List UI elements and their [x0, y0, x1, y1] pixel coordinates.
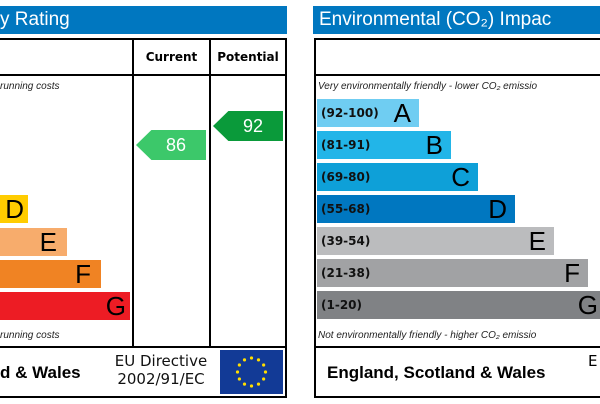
band-letter: D [5, 194, 24, 224]
eu-directive-line2: 2002/91/EC [117, 370, 205, 388]
band-letter: E [39, 227, 57, 257]
footer-divider [0, 346, 287, 348]
energy-band-d: D [0, 195, 28, 223]
environmental-frame [314, 38, 600, 398]
energy-rating-frame [0, 38, 287, 398]
footer-partial-text: E [588, 352, 598, 370]
eu-star-icon [262, 363, 266, 367]
environment-band-d: (55-68) D [317, 195, 515, 223]
band-letter: B [425, 130, 443, 160]
band-range: (39-54) [321, 234, 371, 248]
band-letter: G [105, 291, 126, 321]
eu-star-icon [256, 358, 261, 362]
environment-band-c: (69-80) C [317, 163, 478, 191]
band-range: (69-80) [321, 170, 371, 184]
band-range: (92-100) [321, 106, 379, 120]
band-letter: F [564, 258, 580, 288]
eu-star-icon [256, 382, 261, 386]
eu-star-icon [242, 358, 247, 362]
environment-band-a: (92-100) A [317, 99, 419, 127]
eu-star-icon [242, 382, 247, 386]
energy-band-e: E [0, 228, 67, 256]
header-divider [0, 74, 287, 76]
potential-rating-value: 92 [242, 115, 264, 136]
band-letter: G [577, 290, 598, 320]
eu-star-icon [262, 377, 266, 381]
energy-band-f: F [0, 260, 101, 288]
footer-region: d & Wales [0, 363, 81, 382]
band-letter: E [528, 226, 546, 256]
energy-band-g: G [0, 292, 130, 320]
band-letter: F [75, 259, 91, 289]
energy-top-note: running costs [0, 81, 60, 92]
eu-directive-line1: EU Directive [114, 352, 208, 370]
band-range: (81-91) [321, 138, 371, 152]
current-rating-arrow: 86 [136, 130, 206, 160]
environment-band-g: (1-20) G [317, 291, 600, 319]
band-range: (55-68) [321, 202, 371, 216]
potential-rating-arrow: 92 [213, 111, 283, 141]
band-letter: C [451, 162, 470, 192]
eu-flag-icon [220, 350, 283, 394]
energy-rating-title: y Rating [0, 6, 287, 34]
band-letter: D [488, 194, 507, 224]
environment-band-e: (39-54) E [317, 227, 554, 255]
current-rating-value: 86 [165, 134, 187, 155]
eu-star-icon [235, 370, 240, 374]
energy-bottom-note: running costs [0, 330, 60, 341]
eu-star-icon [237, 377, 241, 381]
header-divider [314, 74, 600, 76]
band-range: (1-20) [321, 298, 362, 312]
column-header-potential: Potential [217, 50, 279, 64]
band-letter: A [393, 98, 411, 128]
eu-star-icon [237, 363, 241, 367]
eu-star-icon [263, 370, 268, 374]
column-divider [132, 38, 134, 348]
column-divider [209, 38, 211, 348]
environment-band-b: (81-91) B [317, 131, 451, 159]
column-header-current: Current [145, 50, 198, 64]
band-range: (21-38) [321, 266, 371, 280]
environmental-impact-title: Environmental (CO₂) Impac [313, 6, 600, 34]
eu-directive: EU Directive 2002/91/EC [106, 352, 216, 388]
footer-divider [314, 346, 600, 348]
footer-region: England, Scotland & Wales [327, 363, 546, 382]
eu-star-icon [249, 384, 254, 388]
environment-band-f: (21-38) F [317, 259, 588, 287]
environment-top-note: Very environmentally friendly - lower CO… [318, 81, 538, 92]
environment-bottom-note: Not environmentally friendly - higher CO… [318, 330, 537, 341]
eu-star-icon [249, 356, 254, 360]
